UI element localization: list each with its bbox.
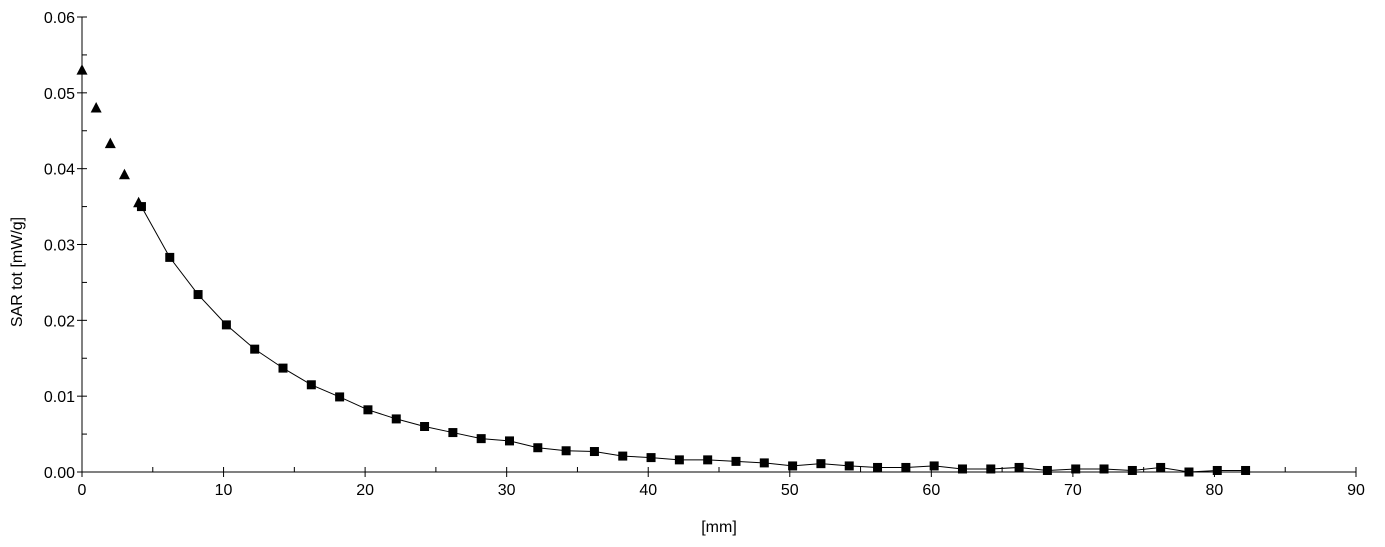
- x-tick-label: 90: [1347, 482, 1365, 499]
- square-point: [986, 464, 996, 474]
- square-point: [363, 405, 373, 415]
- axes: [77, 16, 1357, 477]
- x-tick-labels: 0 10 20 30 40 50 60 70 80 90: [78, 482, 1365, 499]
- square-point: [278, 363, 288, 373]
- square-point: [929, 461, 939, 471]
- square-point: [420, 422, 430, 431]
- square-point: [589, 447, 599, 457]
- square-point: [731, 456, 741, 466]
- y-tick-labels: 0.00 0.01 0.02 0.03 0.04 0.05 0.06: [44, 10, 75, 482]
- y-tick-label: 0.03: [44, 238, 75, 255]
- x-tick-label: 70: [1064, 482, 1082, 499]
- series-line: [141, 206, 1246, 473]
- x-tick-label: 80: [1206, 482, 1224, 499]
- y-tick-label: 0.02: [44, 313, 75, 330]
- square-point: [306, 380, 316, 390]
- square-point: [391, 414, 401, 424]
- square-point: [504, 436, 514, 446]
- square-point: [193, 290, 203, 300]
- square-point: [816, 459, 826, 469]
- triangle-point: [76, 64, 88, 75]
- square-point: [901, 462, 911, 472]
- triangle-point: [90, 102, 102, 113]
- square-point: [1184, 467, 1194, 477]
- x-tick-label: 60: [922, 482, 940, 499]
- square-point: [844, 461, 854, 471]
- square-point: [1212, 465, 1222, 475]
- square-point: [618, 451, 628, 461]
- square-point: [165, 252, 175, 262]
- square-point: [533, 443, 543, 453]
- y-tick-label: 0.00: [44, 465, 75, 482]
- series-layer: [76, 64, 1251, 477]
- triangle-point: [118, 168, 130, 180]
- square-point: [1071, 464, 1081, 474]
- square-point: [1241, 465, 1251, 475]
- square-point: [221, 320, 231, 330]
- square-point: [335, 392, 345, 402]
- square-point: [561, 446, 571, 456]
- square-point: [957, 464, 967, 474]
- square-point: [1156, 462, 1166, 472]
- y-tick-label: 0.05: [44, 86, 75, 103]
- square-point: [476, 434, 486, 444]
- x-tick-label: 40: [639, 482, 657, 499]
- series-triangle: [76, 64, 145, 208]
- y-tick-label: 0.04: [44, 162, 75, 179]
- square-point: [448, 428, 458, 438]
- square-point: [136, 202, 146, 212]
- square-point: [1099, 464, 1109, 474]
- y-tick-label: 0.06: [44, 10, 75, 27]
- square-point: [703, 455, 713, 465]
- series-square: [136, 202, 1251, 477]
- x-tick-label: 30: [498, 482, 516, 499]
- square-point: [646, 453, 656, 463]
- square-point: [674, 455, 684, 465]
- x-tick-label: 10: [215, 482, 233, 499]
- square-point: [788, 461, 798, 471]
- square-point: [873, 462, 883, 472]
- x-tick-label: 0: [78, 482, 87, 499]
- square-point: [1127, 465, 1137, 475]
- square-point: [1042, 465, 1052, 475]
- x-axis-label: [mm]: [701, 519, 737, 536]
- square-point: [1014, 462, 1024, 472]
- triangle-point: [104, 137, 116, 149]
- y-tick-label: 0.01: [44, 389, 75, 406]
- square-point: [250, 344, 260, 354]
- x-tick-label: 20: [356, 482, 374, 499]
- square-point: [759, 458, 769, 468]
- x-tick-label: 50: [781, 482, 799, 499]
- y-axis-label: SAR tot [mW/g]: [9, 217, 26, 327]
